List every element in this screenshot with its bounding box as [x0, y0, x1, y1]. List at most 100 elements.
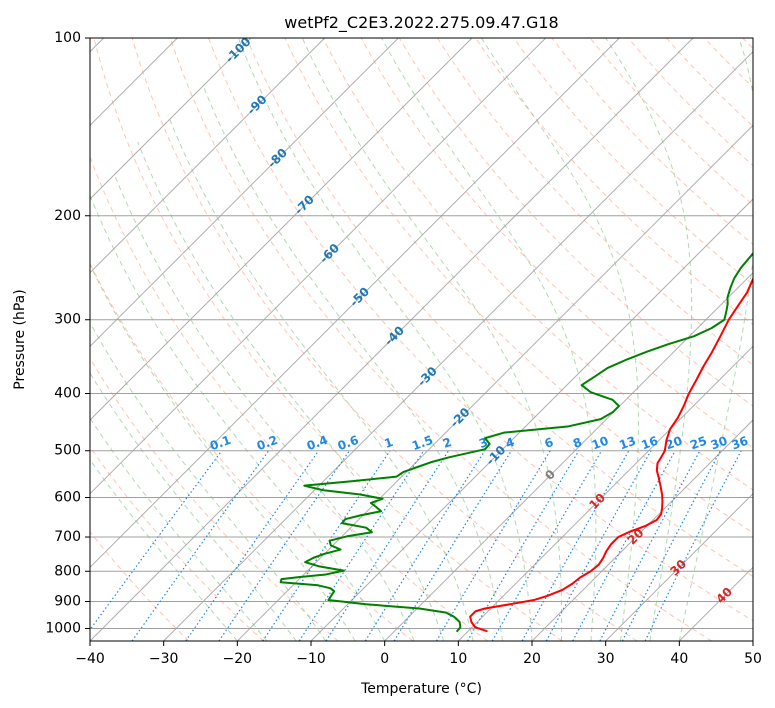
mixing-ratio-label: 13	[617, 434, 637, 453]
moist-adiabat-line	[90, 417, 268, 641]
isotherm-line	[678, 566, 753, 641]
dry-adiabat-line	[246, 38, 753, 578]
axes: −40 −30 −20 −10 0 10 20 30 40 5010020030040050060…	[45, 30, 762, 667]
mixing-ratio-line	[131, 450, 270, 641]
y-tick-label: 1000	[45, 620, 81, 636]
dry-adiabat-line	[284, 38, 753, 534]
mixing-ratio-line	[298, 450, 425, 641]
isotherm-line	[163, 50, 753, 641]
x-tick-label: 20	[523, 651, 541, 667]
moist-adiabat-line	[678, 38, 753, 641]
dry-adiabat-line	[322, 38, 753, 491]
mixing-ratio-line	[521, 450, 630, 641]
mixing-ratio-line	[218, 450, 350, 641]
x-tick-label: 10	[449, 651, 467, 667]
moist-adiabat-line	[167, 114, 474, 641]
chart-background-lines	[90, 38, 753, 641]
mixing-ratio-label: 1	[382, 435, 395, 451]
isotherm-line	[531, 419, 753, 641]
moist-adiabat-line	[90, 195, 386, 641]
moist-adiabat-line	[381, 38, 597, 641]
isotherm-line	[90, 38, 694, 641]
isotherm-line	[605, 492, 753, 641]
x-tick-label: −40	[75, 651, 105, 667]
mixing-ratio-label: 16	[639, 434, 659, 453]
y-tick-label: 400	[54, 386, 81, 402]
moist-adiabat-line	[90, 372, 297, 641]
mixing-ratio-line	[644, 450, 742, 641]
isotherm-line	[457, 345, 753, 641]
x-tick-label: 50	[744, 651, 762, 667]
isotherm-line	[90, 38, 399, 348]
isotherm-line	[752, 640, 753, 641]
mixing-ratio-label: 30	[709, 434, 729, 453]
mixing-ratio-line	[545, 450, 652, 641]
dry-adiabat-line	[90, 262, 414, 641]
mixing-ratio-line	[364, 450, 486, 641]
mixing-ratio-line	[185, 450, 320, 641]
mixing-ratio-label: 6	[543, 435, 556, 451]
isotherm-label: -70	[292, 192, 317, 217]
y-tick-label: 800	[54, 563, 81, 579]
moist-adiabat-line	[237, 38, 533, 641]
y-tick-label: 600	[54, 489, 81, 505]
isotherm-label: -80	[265, 146, 290, 171]
y-tick-label: 900	[54, 593, 81, 609]
mixing-ratio-label: 0.2	[255, 433, 280, 453]
profile-series	[279, 252, 753, 633]
dry-adiabat-line	[208, 38, 753, 622]
y-tick-label: 300	[54, 312, 81, 328]
temperature-profile-line	[469, 276, 753, 633]
isotherm-label: -20	[447, 405, 472, 430]
moist-adiabat-line	[90, 321, 327, 641]
dry-adiabat-line	[742, 38, 753, 50]
mixing-ratio-label: 25	[688, 434, 708, 453]
x-tick-label: 0	[380, 651, 389, 667]
isotherm-line	[384, 271, 753, 641]
mixing-ratio-label: 1.5	[410, 433, 435, 453]
isotherm-label: -50	[347, 284, 372, 309]
dry-adiabat-line	[475, 38, 753, 325]
y-tick-label: 200	[54, 208, 81, 224]
mixing-ratio-line	[393, 450, 512, 641]
moist-adiabat-line	[137, 141, 445, 641]
isotherm-label: -90	[244, 92, 269, 117]
x-tick-label: −30	[149, 651, 179, 667]
mixing-ratio-line	[435, 450, 551, 641]
mixing-ratio-label: 10	[590, 434, 610, 453]
moist-adiabat-line	[480, 38, 639, 641]
x-tick-label: −20	[223, 651, 253, 667]
x-tick-label: −10	[296, 651, 326, 667]
mixing-ratio-label: 2	[441, 435, 454, 451]
plot-frame	[89, 37, 754, 642]
dry-adiabat-line	[398, 38, 753, 407]
dry-adiabat-line	[90, 531, 190, 641]
dry-adiabat-line	[90, 357, 339, 641]
isotherm-line	[90, 38, 547, 495]
isotherm-line	[310, 198, 753, 641]
mixing-ratio-label: 0.1	[208, 433, 233, 453]
moist-adiabat-line	[113, 173, 415, 641]
moist-adiabat-line	[301, 38, 563, 641]
moist-adiabat-line	[90, 263, 356, 641]
y-tick-label: 700	[54, 529, 81, 545]
isotherm-line	[90, 38, 473, 421]
mixing-ratio-line	[491, 450, 603, 641]
dewpoint-profile-line	[279, 252, 753, 633]
mixing-ratio-label: 0.6	[336, 433, 361, 453]
mixing-ratio-label: 20	[664, 434, 684, 453]
chart-title: wetPf2_C2E3.2022.275.09.47.G18	[284, 13, 558, 33]
x-axis-title: Temperature (°C)	[360, 681, 482, 697]
mixing-ratio-line	[325, 450, 450, 641]
isotherm-line	[236, 124, 753, 641]
mixing-ratio-line	[90, 450, 223, 631]
isotherm-line	[90, 38, 620, 569]
dry-adiabat-line	[513, 38, 753, 285]
moist-adiabat-line	[605, 38, 693, 641]
y-tick-label: 100	[54, 30, 81, 46]
x-tick-label: 40	[670, 651, 688, 667]
isotherm-line	[90, 38, 252, 200]
y-tick-label: 500	[54, 443, 81, 459]
y-axis-title: Pressure (hPa)	[12, 289, 28, 389]
